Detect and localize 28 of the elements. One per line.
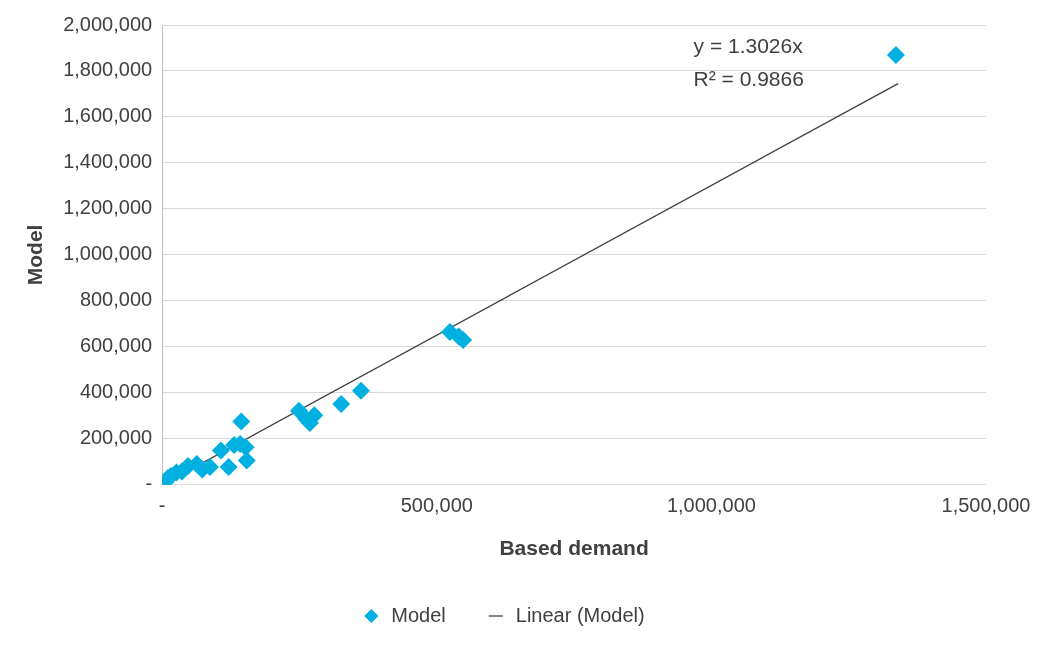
- y-axis-title: Model: [23, 224, 47, 286]
- y-tick-label: 1,600,000: [63, 104, 153, 127]
- annotation: R² = 0.9866: [693, 67, 804, 91]
- y-tick-label: 1,200,000: [63, 196, 153, 219]
- legend-label: Linear (Model): [515, 603, 645, 626]
- point: [332, 395, 351, 414]
- x-tick-label: 500,000: [400, 494, 473, 517]
- y-tick-label: 1,400,000: [63, 150, 153, 173]
- y-tick-label: -: [145, 472, 153, 495]
- point: [211, 441, 230, 460]
- y-tick-label: 1,000,000: [63, 242, 153, 265]
- y-tick-label: 1,800,000: [63, 58, 153, 81]
- y-tick-label: 400,000: [79, 380, 153, 403]
- point: [219, 458, 238, 477]
- point: [289, 401, 308, 420]
- y-tick-label: 2,000,000: [63, 12, 153, 35]
- point: [351, 381, 370, 400]
- x-tick-label: 1,500,000: [941, 494, 1031, 517]
- y-tick-label: 600,000: [79, 334, 153, 357]
- y-tick-label: 200,000: [79, 426, 153, 449]
- y-tick-label: 800,000: [79, 288, 153, 311]
- annotation: y = 1.3026x: [693, 34, 804, 58]
- point: [886, 45, 905, 64]
- x-tick-label: 1,000,000: [666, 494, 756, 517]
- legend-label: Model: [391, 603, 446, 626]
- x-axis-title: Based demand: [499, 536, 649, 560]
- point: [232, 412, 251, 431]
- point: [237, 451, 256, 470]
